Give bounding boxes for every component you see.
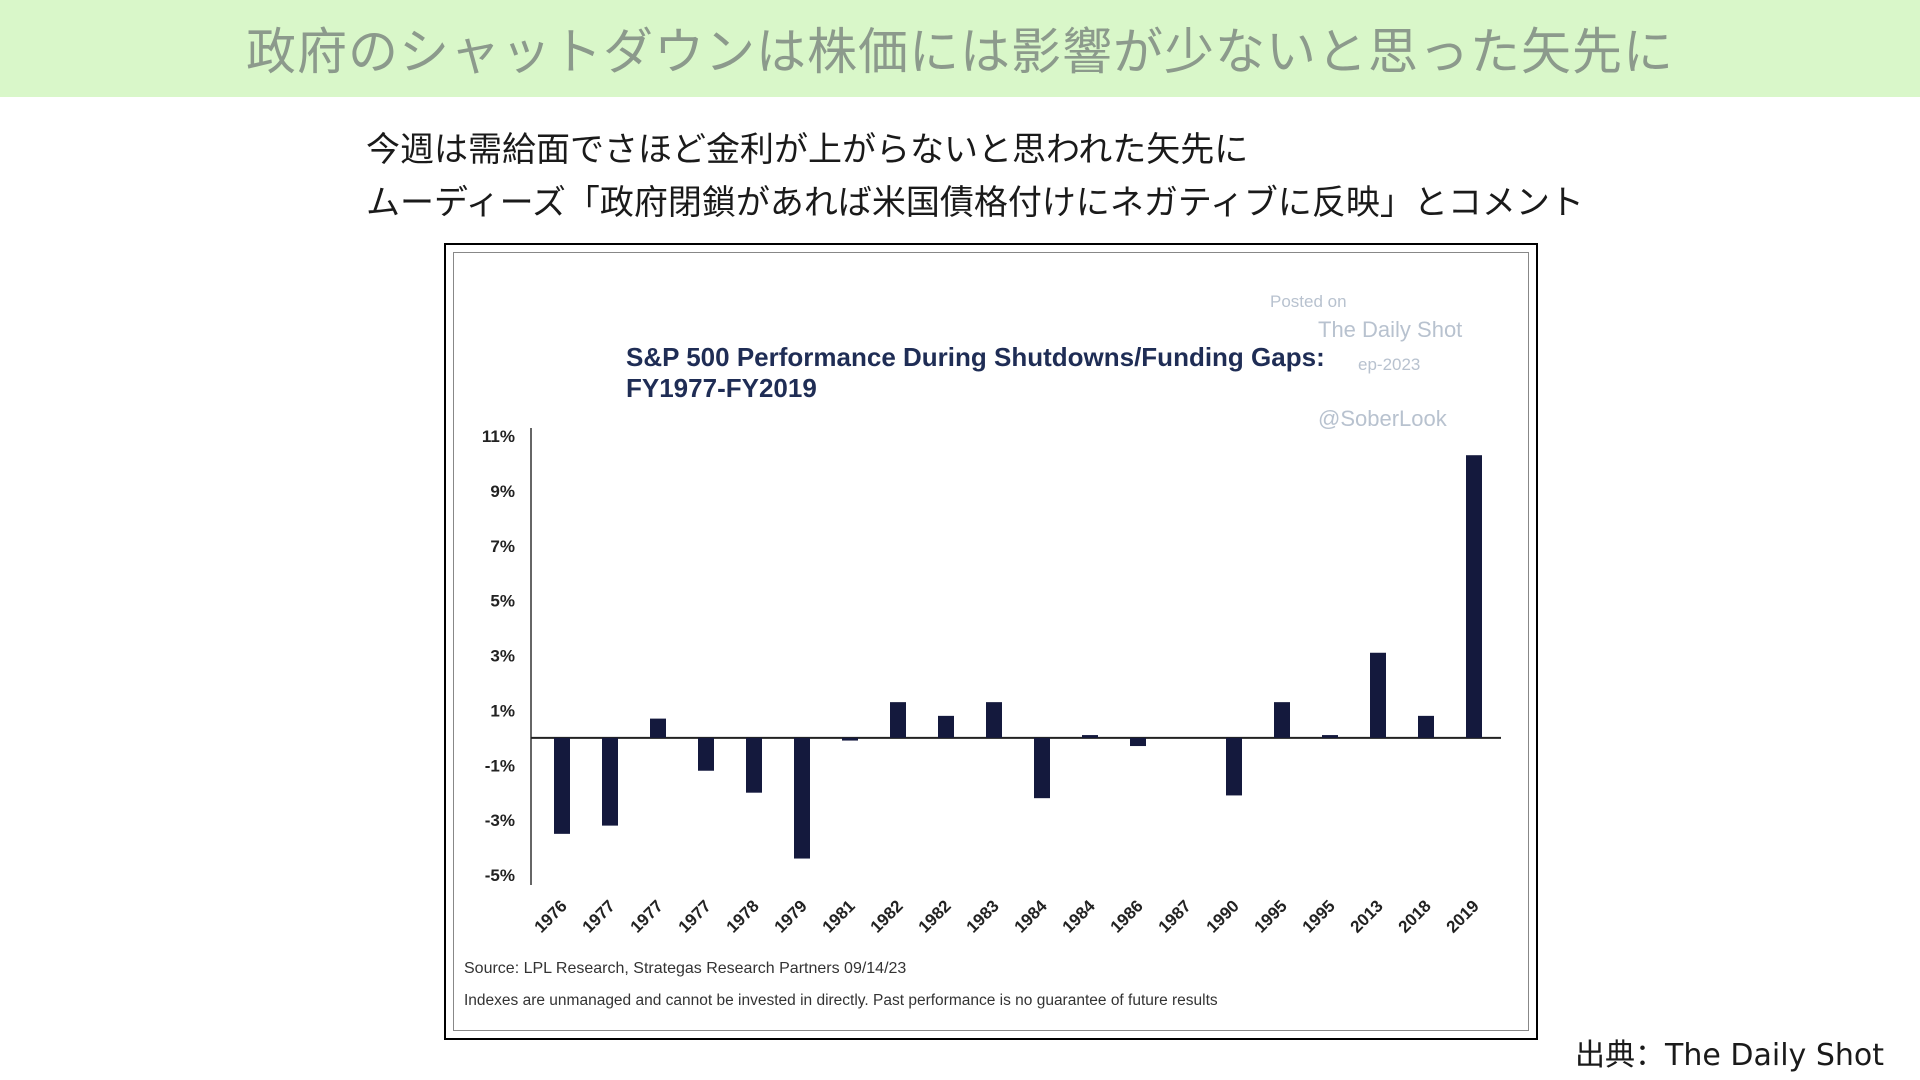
x-tick-label: 1995	[1299, 896, 1339, 936]
x-tick-label: 1984	[1011, 896, 1052, 937]
x-tick-label: 1982	[867, 896, 907, 936]
bar-1984	[1082, 735, 1098, 738]
bar-1979	[794, 737, 810, 859]
y-tick-label: -5%	[485, 866, 515, 885]
y-tick-label: 1%	[490, 701, 515, 720]
subtitle-line-1: 今週は需給面でさほど金利が上がらないと思われた矢先に	[366, 130, 1249, 170]
x-tick-label: 2013	[1347, 896, 1387, 936]
bar-chart: Posted on The Daily Shot ep-2023 @SoberL…	[464, 292, 1501, 1009]
x-tick-label: 1984	[1059, 896, 1100, 937]
bar-1977	[698, 737, 714, 771]
bar-1986	[1130, 737, 1146, 747]
bar-1982	[890, 702, 906, 738]
x-tick-label: 1978	[723, 896, 763, 936]
title-banner: 政府のシャットダウンは株価には影響が少ないと思った矢先に	[0, 0, 1920, 97]
bar-2019	[1466, 455, 1482, 738]
bar-1995	[1322, 735, 1338, 738]
bar-1981	[842, 737, 858, 741]
bar-1982	[938, 715, 954, 738]
bar-2013	[1370, 652, 1386, 738]
chart-title: S&P 500 Performance During Shutdowns/Fun…	[626, 342, 1325, 372]
x-tick-label: 1977	[627, 896, 667, 936]
citation: 出典：The Daily Shot	[1575, 1038, 1884, 1073]
subtitle-line-2: ムーディーズ「政府閉鎖があれば米国債格付けにネガティブに反映」とコメント	[366, 183, 1584, 223]
page-title: 政府のシャットダウンは株価には影響が少ないと思った矢先に	[246, 22, 1674, 81]
x-tick-label: 1982	[915, 896, 955, 936]
y-tick-label: -3%	[485, 811, 515, 830]
watermark-date: ep-2023	[1358, 355, 1420, 374]
x-tick-label: 1977	[675, 896, 715, 936]
y-tick-label: 7%	[490, 537, 515, 556]
bar-1978	[746, 737, 762, 793]
y-axis: 11% 9% 7% 5% 3% 1% -1% -3% -5%	[482, 427, 1501, 885]
x-tick-label: 1981	[819, 896, 859, 936]
watermark-posted-on: Posted on	[1270, 292, 1347, 311]
y-tick-label: 9%	[490, 482, 515, 501]
y-tick-label: 3%	[490, 647, 515, 666]
bar-series	[554, 455, 1482, 859]
bar-1976	[554, 737, 570, 834]
chart-source: Source: LPL Research, Strategas Research…	[464, 960, 906, 977]
bar-1995	[1274, 702, 1290, 738]
watermark-handle: @SoberLook	[1318, 406, 1448, 431]
x-tick-label: 1987	[1155, 896, 1195, 936]
x-tick-label: 1986	[1107, 896, 1147, 936]
chart-note: Indexes are unmanaged and cannot be inve…	[464, 992, 1218, 1009]
bar-1977	[650, 718, 666, 738]
x-tick-label: 2018	[1395, 896, 1435, 936]
bar-2018	[1418, 715, 1434, 738]
y-tick-label: 11%	[482, 427, 515, 446]
bar-1977	[602, 737, 618, 826]
x-tick-label: 1983	[963, 896, 1003, 936]
chart-subtitle: FY1977-FY2019	[626, 373, 817, 403]
bar-1984	[1034, 737, 1050, 799]
y-tick-label: -1%	[485, 756, 515, 775]
chart-inner-border	[453, 252, 1529, 1031]
bar-1990	[1226, 737, 1242, 796]
x-tick-label: 1990	[1203, 896, 1243, 936]
x-tick-label: 1979	[771, 896, 811, 936]
x-tick-label: 2019	[1443, 896, 1483, 936]
x-tick-label: 1977	[579, 896, 619, 936]
x-tick-label: 1976	[531, 896, 571, 936]
chart-frame: Posted on The Daily Shot ep-2023 @SoberL…	[444, 243, 1538, 1040]
x-axis-labels: 1976 1977 1977 1977 1978 1979 1981 1982 1982 1983…	[531, 896, 1483, 937]
y-tick-label: 5%	[490, 592, 515, 611]
bar-1983	[986, 702, 1002, 738]
watermark-site: The Daily Shot	[1318, 317, 1462, 342]
x-tick-label: 1995	[1251, 896, 1291, 936]
